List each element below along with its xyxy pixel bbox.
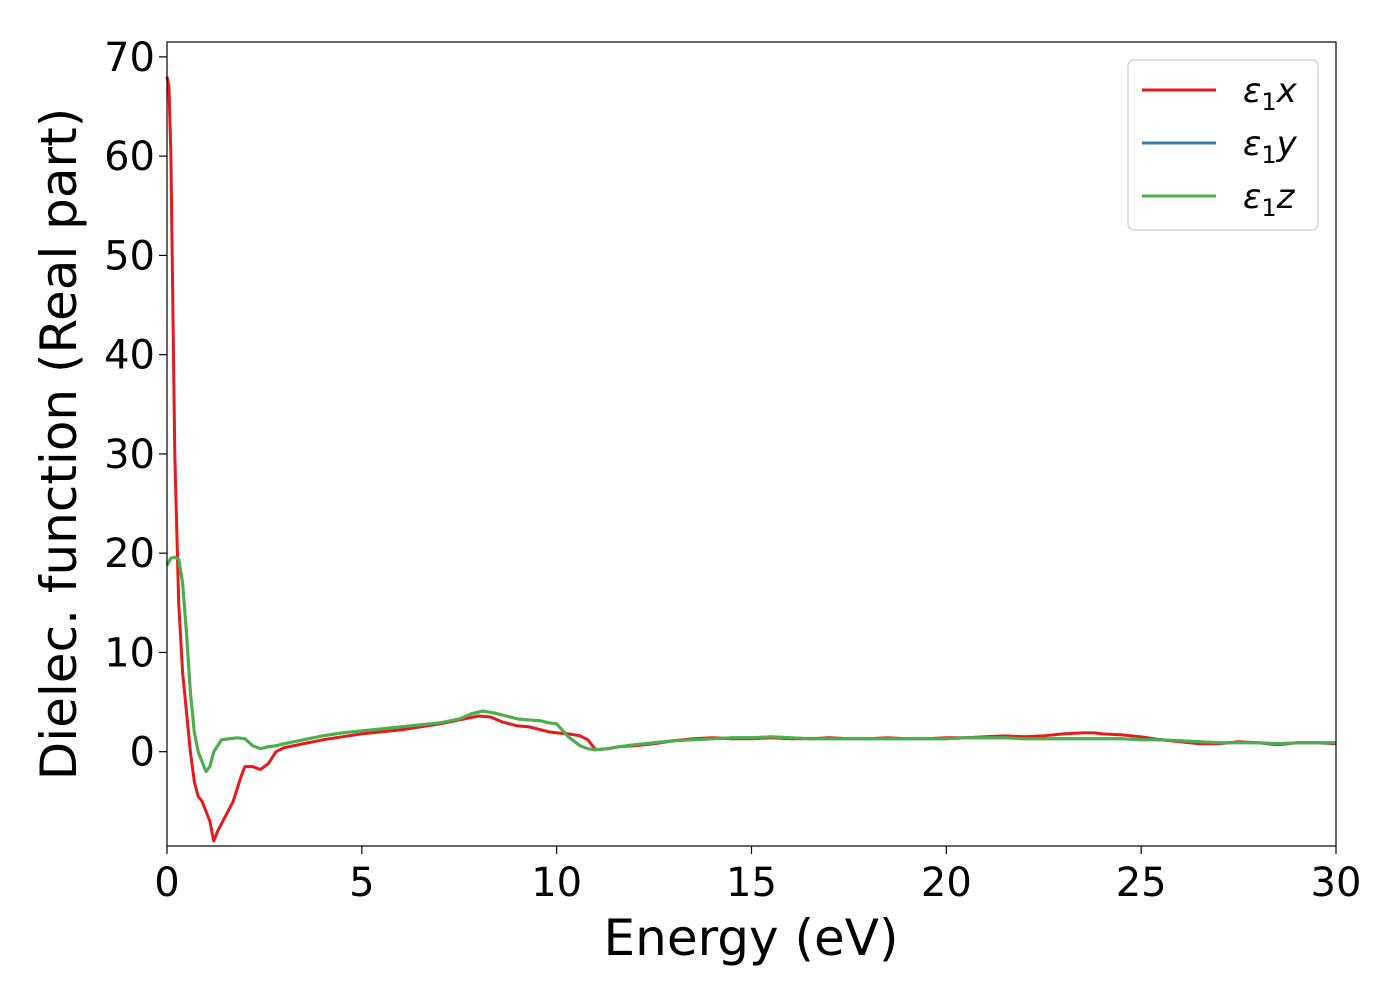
x-tick-label: 15 (726, 860, 777, 906)
legend-label-3: ε1z (1243, 177, 1296, 222)
x-tick-label: 30 (1311, 860, 1362, 906)
y-tick-label: 30 (104, 432, 155, 478)
x-tick-label: 0 (154, 860, 179, 906)
ticks-layer: 0 5 10 15 20 25 30 0 10 20 30 40 50 60 70 (104, 35, 1361, 906)
y-tick-label: 40 (104, 333, 155, 379)
y-tick-label: 10 (104, 630, 155, 676)
y-tick-label: 0 (130, 730, 155, 776)
x-tick-label: 10 (531, 860, 582, 906)
series-line-3 (165, 555, 1336, 774)
y-tick-label: 60 (104, 134, 155, 180)
legend-box (1127, 59, 1319, 231)
legend: ε1x ε1y ε1z (1127, 59, 1319, 231)
legend-label-2: ε1y (1243, 124, 1298, 169)
y-axis-title: Dielec. function (Real part) (30, 108, 88, 780)
x-tick-label: 20 (921, 860, 972, 906)
legend-label-1: ε1x (1243, 71, 1298, 116)
y-tick-label: 50 (104, 233, 155, 279)
x-tick-label: 5 (349, 860, 374, 906)
series-layer (165, 76, 1337, 843)
series-line-1 (165, 76, 1337, 843)
y-tick-label: 70 (104, 35, 155, 81)
y-tick-label: 20 (104, 531, 155, 577)
x-tick-label: 25 (1116, 860, 1167, 906)
x-axis-title: Energy (eV) (604, 909, 899, 967)
